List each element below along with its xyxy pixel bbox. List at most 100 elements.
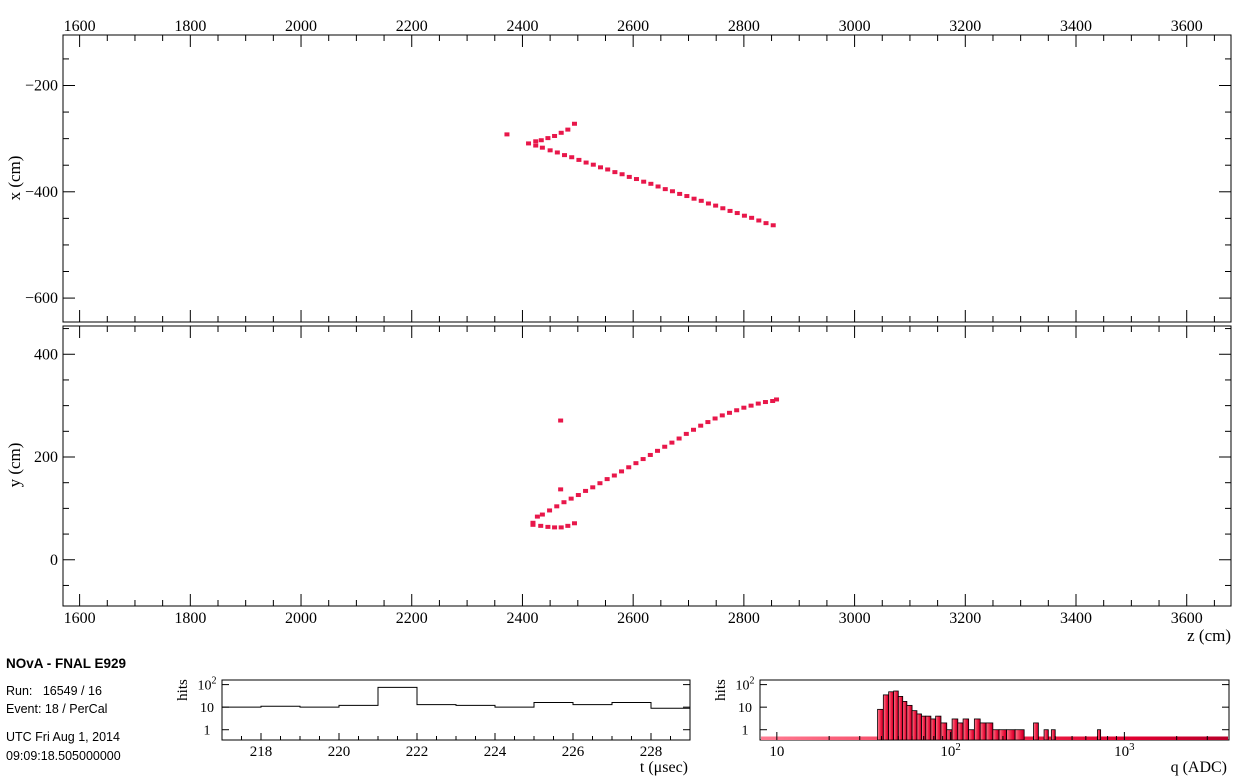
xz-hit <box>538 138 544 143</box>
xz-y-axis-title: x (cm) <box>5 156 24 201</box>
yz-y-tick-label: 200 <box>34 449 58 466</box>
xz-hit <box>562 153 568 158</box>
time-hist-y-tick-label: 1 <box>204 724 211 739</box>
yz-hit <box>774 397 780 402</box>
charge-hist-y-tick-label: 10 <box>738 701 752 716</box>
xz-top-tick-label: 2400 <box>506 18 538 35</box>
yz-bottom-tick-label: 3000 <box>839 610 871 627</box>
yz-hit <box>538 523 544 528</box>
xz-hit <box>554 150 560 155</box>
charge-hist-x-tick-label: 102 <box>940 741 960 760</box>
charge-hist-x-tick-label: 10 <box>769 744 784 760</box>
yz-hit <box>539 512 545 517</box>
time-hist-line <box>222 686 690 709</box>
yz-bottom-tick-label: 3400 <box>1060 610 1092 627</box>
xz-hit <box>749 215 755 220</box>
time-hist-y-tick-label: 10 <box>200 701 214 716</box>
xz-hit <box>590 162 596 167</box>
charge-hist-bar <box>1006 729 1016 741</box>
xz-hit <box>741 213 747 218</box>
xz-hit <box>571 121 577 126</box>
yz-hit <box>676 436 682 441</box>
charge-hist-bar <box>911 710 918 741</box>
charge-hist-bar <box>992 729 1000 741</box>
charge-hist-bar <box>930 718 937 741</box>
xz-hit <box>756 218 762 223</box>
yz-hit <box>571 521 577 526</box>
time-hist-x-tick-label: 224 <box>484 744 507 760</box>
yz-bottom-tick-label: 2600 <box>617 610 649 627</box>
yz-hit <box>619 469 625 474</box>
xz-hit <box>504 132 510 137</box>
xz-hit <box>558 130 564 135</box>
yz-hit <box>590 485 596 490</box>
yz-bottom-tick-label: 3600 <box>1171 610 1203 627</box>
yz-hit <box>568 496 574 501</box>
charge-hist-bar <box>940 722 948 741</box>
run-label: Run: 16549 / 16 <box>6 684 102 698</box>
xz-hit <box>677 191 683 196</box>
yz-hit <box>626 465 632 470</box>
xz-hit <box>633 177 639 182</box>
xz-hit <box>565 127 571 132</box>
yz-hit <box>683 431 689 436</box>
xz-top-tick-label: 3600 <box>1171 18 1203 35</box>
yz-y-tick-label: 400 <box>34 346 58 363</box>
charge-hist-bar <box>925 715 932 741</box>
xz-hit <box>727 208 733 213</box>
xz-hit <box>705 201 711 206</box>
utc-date-label: UTC Fri Aug 1, 2014 <box>6 730 120 744</box>
charge-hist-x-axis-title: q (ADC) <box>1171 759 1227 776</box>
time-hist-x-tick-label: 218 <box>250 744 273 760</box>
yz-hit <box>530 520 536 525</box>
yz-hit <box>705 420 711 425</box>
experiment-title: NOvA - FNAL E929 <box>6 656 127 671</box>
charge-hist-bar <box>968 729 975 741</box>
time-hist-x-tick-label: 220 <box>328 744 351 760</box>
xz-top-tick-label: 3400 <box>1060 18 1092 35</box>
time-hist-x-tick-label: 226 <box>562 744 585 760</box>
xz-hit <box>619 172 625 177</box>
yz-hit <box>575 493 581 498</box>
yz-hit <box>719 413 725 418</box>
charge-hist-bar <box>935 715 942 741</box>
charge-hist-bar <box>1050 729 1056 741</box>
charge-hist-bar <box>985 722 994 741</box>
charge-hist-y-axis-title: hits <box>713 679 729 701</box>
xz-hit <box>583 160 589 165</box>
time-hist-x-axis-title: t (μsec) <box>640 759 688 776</box>
xz-hit <box>713 203 719 208</box>
xz-hit <box>770 223 776 228</box>
xz-hit <box>612 170 618 175</box>
z-axis-title: z (cm) <box>1187 626 1231 645</box>
xz-hit <box>655 184 661 189</box>
yz-hit <box>690 427 696 432</box>
xz-top-tick-label: 3200 <box>949 18 981 35</box>
charge-hist-bar <box>946 729 953 741</box>
xz-hit <box>552 133 558 138</box>
xz-hit <box>669 189 675 194</box>
xz-hit <box>526 141 532 146</box>
xz-hit <box>763 221 769 226</box>
yz-hit <box>748 403 754 408</box>
charge-hist-bar <box>951 718 959 741</box>
yz-hit <box>662 444 668 449</box>
yz-hit <box>552 525 558 530</box>
xz-hit <box>698 198 704 203</box>
yz-hit <box>597 481 603 486</box>
charge-hist-bar <box>882 694 890 741</box>
charge-hist-y-tick-label: 102 <box>735 676 754 694</box>
yz-hit <box>545 524 551 529</box>
yz-hit <box>547 508 553 513</box>
yz-hit <box>633 461 639 466</box>
xz-hit <box>545 136 551 141</box>
xz-hit <box>720 206 726 211</box>
yz-frame <box>62 325 1232 607</box>
charge-hist-y-tick-label: 1 <box>742 724 749 739</box>
charge-hist-bar <box>962 718 970 741</box>
yz-hit <box>604 477 610 482</box>
yz-hit <box>762 400 768 405</box>
xz-hit <box>641 179 647 184</box>
charge-hist-bar <box>916 713 922 741</box>
yz-hit <box>558 525 564 530</box>
